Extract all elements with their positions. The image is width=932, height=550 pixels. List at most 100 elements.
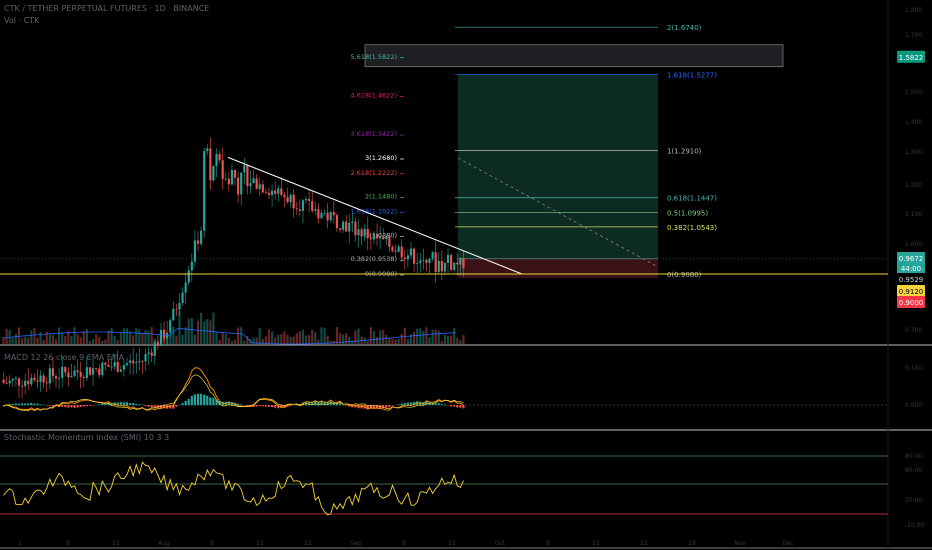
macd-histogram-bar <box>416 401 419 406</box>
volume-bar <box>243 340 246 344</box>
volume-bar <box>190 318 193 344</box>
candle-body <box>2 379 5 384</box>
candle-body <box>391 247 394 251</box>
volume-bar <box>153 338 156 344</box>
volume-bar <box>329 340 332 344</box>
volume-bar <box>255 337 258 344</box>
candle-body <box>317 209 320 219</box>
macd-histogram-bar <box>129 403 132 406</box>
macd-histogram-bar <box>348 405 351 407</box>
volume-bar <box>51 334 55 344</box>
macd-histogram-bar <box>267 405 271 407</box>
volume-bar <box>385 334 388 344</box>
candle-body <box>17 378 21 386</box>
volume-bar <box>428 337 431 344</box>
volume-bar <box>61 332 64 344</box>
macd-histogram-bar <box>76 405 79 408</box>
volume-bar <box>17 327 21 344</box>
candle-body <box>422 259 425 261</box>
candle-body <box>76 370 79 373</box>
candle-body <box>286 197 289 203</box>
macd-histogram-bar <box>27 403 30 406</box>
candle-body <box>320 212 323 219</box>
volume-bar <box>45 331 48 344</box>
macd-histogram-bar <box>372 405 376 409</box>
macd-histogram-bar <box>20 403 24 406</box>
volume-bar <box>311 329 314 344</box>
candle-body <box>412 248 416 264</box>
price-tag-stop-bg <box>897 296 925 308</box>
volume-bar <box>54 339 58 344</box>
macd-histogram-bar <box>30 402 33 406</box>
candle-body <box>224 178 227 180</box>
price-tag-stop: 0.9000 <box>899 299 924 307</box>
volume-bar <box>443 334 447 344</box>
macd-histogram-bar <box>289 405 292 406</box>
macd-histogram-bar <box>209 397 212 406</box>
macd-histogram-bar <box>33 403 36 406</box>
price-axis-tick: 1.200 <box>905 182 922 189</box>
volume-bar <box>261 338 264 344</box>
candle-body <box>178 302 181 310</box>
fib-left-label: 1(1.0280) <box>365 231 397 239</box>
price-axis-tick: 1.700 <box>905 32 922 39</box>
volume-bar <box>425 327 428 344</box>
volume-bar <box>110 327 113 344</box>
candle-body <box>335 215 338 229</box>
candle-body <box>187 270 190 283</box>
macd-histogram-bar <box>64 405 67 408</box>
macd-histogram-bar <box>181 403 184 406</box>
macd-title: MACD 12 26 close 9 EMA EMA <box>4 353 125 362</box>
candle-body <box>308 199 311 201</box>
candle-body <box>147 352 150 355</box>
candle-body <box>434 252 437 272</box>
fib-right-label: 1(1.2910) <box>667 148 702 156</box>
volume-bar <box>295 333 298 344</box>
macd-histogram-bar <box>98 404 101 406</box>
macd-histogram-bar <box>301 402 305 406</box>
macd-histogram-bar <box>200 393 203 406</box>
volume-bar <box>85 329 88 344</box>
macd-histogram-bar <box>169 405 172 409</box>
price-axis-tick: 1.000 <box>905 241 922 248</box>
macd-histogram-bar <box>132 403 135 406</box>
macd-histogram-bar <box>240 404 243 406</box>
macd-histogram-bar <box>317 401 320 406</box>
macd-histogram-bar <box>11 403 14 406</box>
macd-histogram-bar <box>85 405 88 407</box>
macd-histogram-bar <box>178 404 181 406</box>
volume-bar <box>317 339 320 344</box>
fib-right-label: 0(0.9080) <box>667 271 702 279</box>
candle-body <box>196 240 200 244</box>
macd-histogram-bar <box>107 402 110 406</box>
volume-bar <box>453 327 456 344</box>
volume-bar <box>14 334 17 344</box>
volume-bar <box>237 327 240 344</box>
volume-bar <box>298 331 301 344</box>
macd-histogram-bar <box>446 405 450 406</box>
volume-bar <box>403 327 406 344</box>
candle-body <box>193 240 196 262</box>
price-axis-tick: 1.300 <box>905 149 922 156</box>
time-axis-tick: 15 <box>256 540 264 547</box>
volume-bar <box>379 330 382 344</box>
volume-bar <box>391 338 394 344</box>
candle-body <box>301 200 305 211</box>
macd-histogram-bar <box>190 395 193 406</box>
candle-body <box>440 260 443 272</box>
indicator-axis-tick: 60.00 <box>905 467 922 474</box>
macd-histogram-bar <box>237 403 240 406</box>
volume-bar <box>274 337 277 344</box>
macd-histogram-bar <box>450 405 453 407</box>
candle-body <box>64 366 67 373</box>
candle-body <box>280 188 283 196</box>
macd-histogram-bar <box>79 405 82 407</box>
time-axis-tick: Dec <box>782 540 794 547</box>
fib-left-label: 3.618(1.3422) <box>351 130 397 138</box>
volume-bar <box>39 331 42 344</box>
macd-histogram-bar <box>147 405 150 407</box>
fib-left-label: 3(1.2680) <box>365 154 397 162</box>
fib-left-label: 2.618(1.2222) <box>351 169 397 177</box>
candle-body <box>150 352 153 356</box>
